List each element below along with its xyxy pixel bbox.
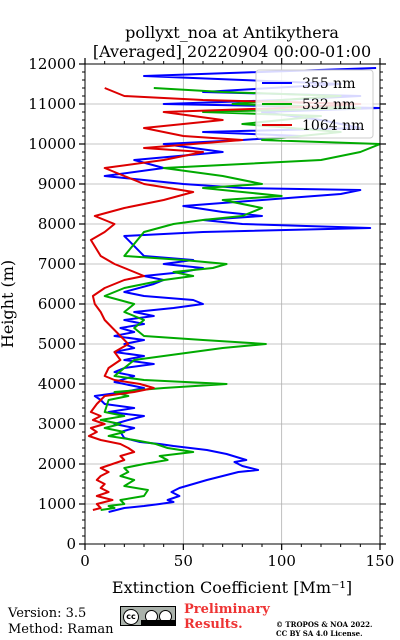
legend-label: 355 nm: [302, 76, 355, 92]
series-line-532-nm: [99, 87, 380, 511]
legend: 355 nm 532 nm 1064 nm: [255, 69, 374, 139]
badge-strip: [141, 620, 175, 625]
preliminary-line-1: Preliminary: [184, 602, 270, 617]
x-tick-label: 0: [80, 552, 90, 570]
y-tick-label: 2000: [38, 455, 76, 473]
y-tick-label: 3000: [38, 415, 76, 433]
legend-label: 1064 nm: [302, 118, 364, 134]
y-tick-label: 6000: [38, 295, 76, 313]
series-layer: [87, 67, 380, 513]
legend-label: 532 nm: [302, 97, 355, 113]
copyright-line-2: CC BY SA 4.0 License.: [276, 629, 363, 638]
y-tick-label: 8000: [38, 215, 76, 233]
extinction-profile-chart: pollyxt_noa at Antikythera [Averaged] 20…: [0, 23, 394, 597]
x-tick-label: 100: [267, 552, 296, 570]
cc-icon: cc: [123, 609, 139, 625]
legend-box: [255, 69, 374, 139]
cc-license-badge: cc: [120, 606, 176, 626]
version-text: Version: 3.5: [8, 606, 87, 621]
chart-subtitle: [Averaged] 20220904 00:00-01:00: [93, 42, 371, 61]
y-tick-label: 1000: [38, 495, 76, 513]
preliminary-line-2: Results.: [184, 617, 243, 632]
y-tick-label: 4000: [38, 375, 76, 393]
y-tick-label: 0: [66, 535, 76, 553]
chart-title: pollyxt_noa at Antikythera: [125, 23, 339, 42]
x-axis-label: Extinction Coefficient [Mm⁻¹]: [112, 578, 352, 597]
preliminary-notice: Preliminary Results.: [184, 602, 270, 632]
x-tick-label: 150: [366, 552, 395, 570]
method-text: Method: Raman: [8, 622, 114, 637]
y-tick-label: 12000: [28, 55, 76, 73]
tick-layer: 0 50 100 150 0 1000 2000 3000 4000 5000 6000 7000 80…: [28, 55, 394, 570]
series-line-1064-nm: [87, 87, 362, 511]
y-tick-label: 7000: [38, 255, 76, 273]
copyright-line-1: © TROPOS & NOA 2022.: [276, 620, 373, 629]
x-tick-label: 50: [174, 552, 193, 570]
y-tick-label: 5000: [38, 335, 76, 353]
copyright-notice: © TROPOS & NOA 2022. CC BY SA 4.0 Licens…: [276, 620, 372, 638]
y-tick-label: 10000: [28, 135, 76, 153]
y-tick-label: 11000: [28, 95, 76, 113]
y-tick-label: 9000: [38, 175, 76, 193]
y-axis-label: Height (m): [0, 260, 17, 348]
